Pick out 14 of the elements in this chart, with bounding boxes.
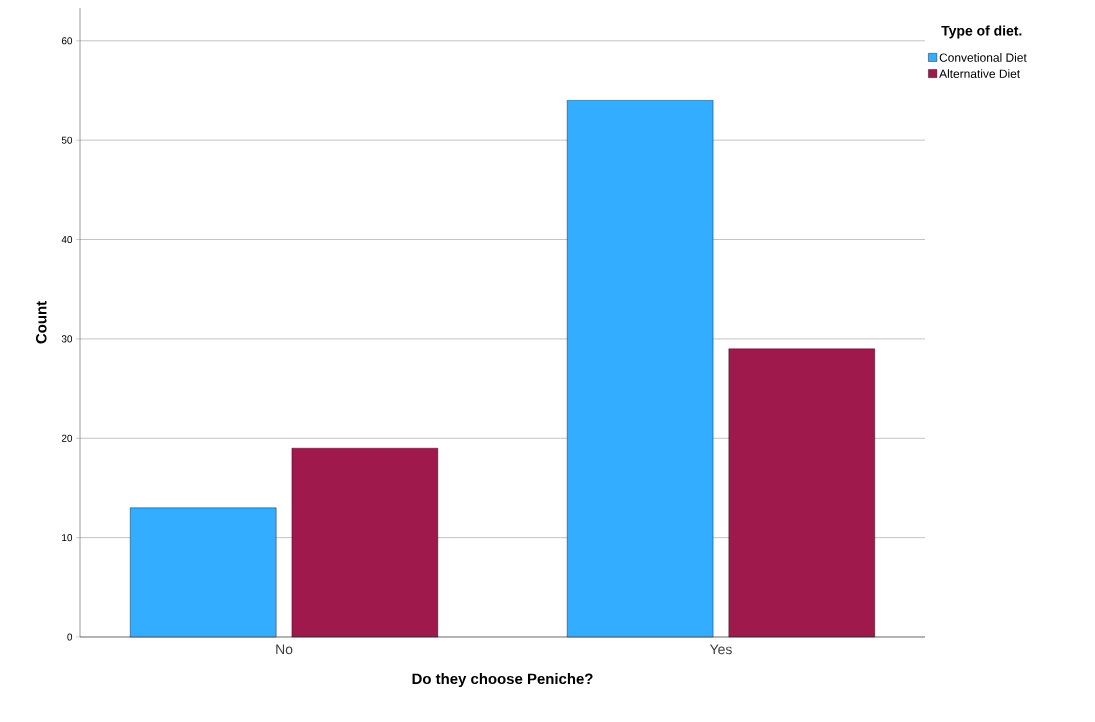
y-tick-label: 40 <box>61 236 73 244</box>
y-tick-label: 0 <box>67 633 73 641</box>
x-tick-label: No <box>276 644 293 655</box>
legend-title: Type of diet. <box>941 25 1022 39</box>
y-tick-label: 30 <box>61 335 73 343</box>
y-tick-label: 60 <box>61 37 73 45</box>
x-axis-title: Do they choose Peniche? <box>412 673 593 688</box>
y-axis-title: Count <box>35 301 47 344</box>
legend-label: Convetional Diet <box>939 53 1027 62</box>
x-tick-label: Yes <box>709 644 732 655</box>
y-tick-label: 50 <box>61 136 73 144</box>
y-tick-label: 20 <box>61 434 73 442</box>
y-tick-label: 10 <box>62 534 73 542</box>
legend-label: Alternative Diet <box>939 69 1021 78</box>
